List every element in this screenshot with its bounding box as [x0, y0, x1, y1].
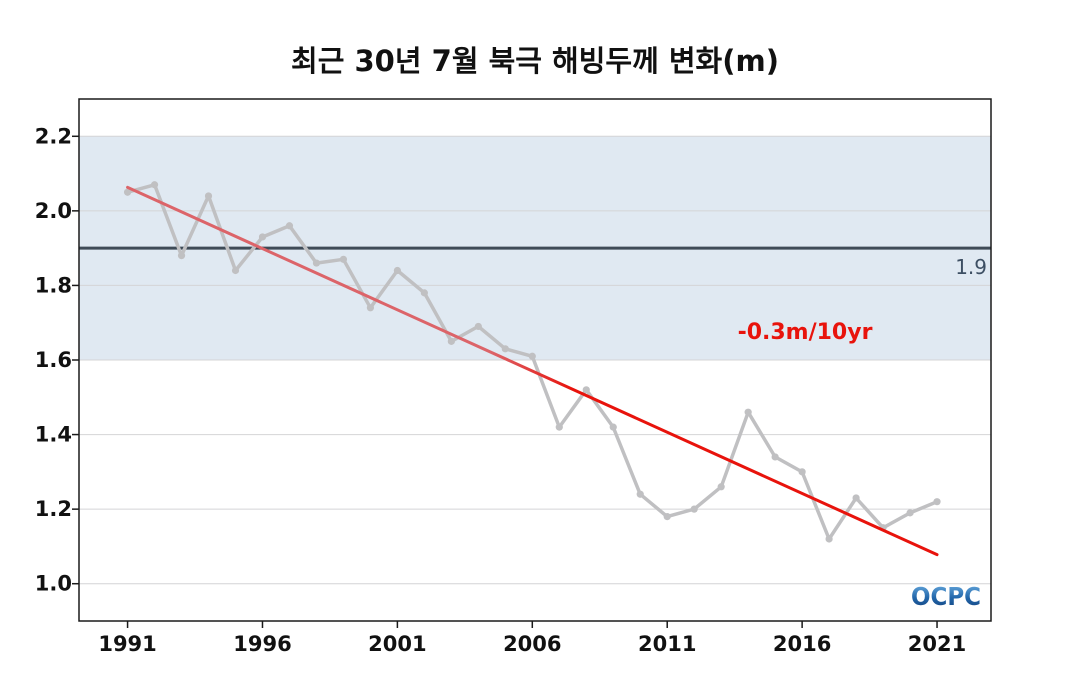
grid-lines: [79, 135, 991, 585]
chart-title: 최근 30년 7월 북극 해빙두께 변화(m): [291, 44, 779, 78]
data-point: [150, 181, 159, 189]
y-axis: 1.0 1.2 1.4 1.6 1.8 2.0 2.2: [35, 124, 79, 596]
data-point: [393, 266, 401, 275]
trend-line: [126, 185, 939, 557]
x-tick-label: 1996: [233, 632, 291, 656]
data-point: [528, 352, 536, 360]
y-tick-label: 1.0: [35, 572, 72, 596]
data-point: [690, 505, 698, 513]
data-point: [204, 192, 213, 200]
trend-label: -0.3m/10yr: [738, 320, 873, 345]
x-tick-label: 2016: [773, 632, 831, 656]
data-point: [609, 423, 617, 431]
data-point: [582, 386, 590, 394]
data-point: [312, 259, 321, 267]
data-point: [123, 188, 132, 196]
trend-group: [126, 185, 939, 557]
data-point: [231, 266, 240, 275]
data-point: [717, 483, 725, 491]
data-point: [555, 423, 563, 431]
data-point: [258, 233, 267, 241]
data-point: [636, 490, 644, 498]
data-point: [474, 322, 482, 331]
y-tick-label: 1.8: [35, 273, 72, 297]
data-point: [420, 289, 428, 297]
data-point: [906, 509, 914, 517]
y-tick-label: 1.4: [35, 423, 72, 447]
reference-line-label: 1.9: [955, 255, 987, 279]
y-tick-label: 1.6: [35, 348, 72, 372]
data-point: [366, 304, 375, 312]
data-point: [744, 408, 752, 416]
x-tick-label: 1991: [98, 632, 156, 656]
data-point: [501, 345, 509, 353]
data-point: [771, 453, 779, 461]
y-tick-label: 2.0: [35, 199, 72, 223]
x-tick-label: 2021: [908, 632, 966, 656]
data-point: [825, 535, 833, 543]
data-point: [177, 252, 186, 260]
data-point: [933, 498, 941, 506]
x-tick-label: 2011: [638, 632, 696, 656]
data-point: [447, 337, 455, 345]
ocpc-logo: OCPC: [911, 582, 981, 611]
data-point: [798, 468, 806, 476]
y-tick-label: 1.2: [35, 497, 72, 521]
x-axis: 1991 1996 2001 2006 2011 2016 2021: [98, 621, 966, 656]
data-point: [339, 255, 348, 263]
x-tick-label: 2006: [503, 632, 561, 656]
x-tick-label: 2001: [368, 632, 426, 656]
y-tick-label: 2.2: [35, 124, 72, 148]
data-point: [852, 494, 860, 502]
data-point: [663, 513, 671, 521]
data-point: [285, 222, 294, 230]
